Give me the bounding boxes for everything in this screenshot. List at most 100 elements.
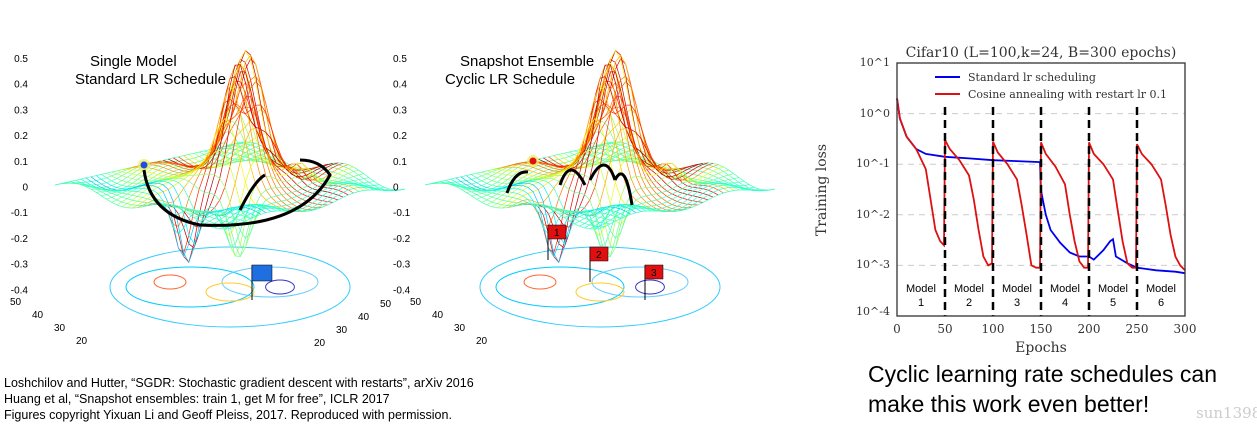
z-tick-label: 0 — [393, 183, 399, 194]
model-number: 4 — [1062, 297, 1068, 309]
x-tick-label: 250 — [1126, 322, 1149, 336]
model-label: Model — [1146, 283, 1176, 295]
surface-mesh-line — [424, 182, 601, 230]
surface-mesh-line — [132, 64, 308, 213]
citation-copyright: Figures copyright Yixuan Li and Geoff Pl… — [4, 408, 452, 422]
x-tick-label: 40 — [32, 310, 44, 321]
model-number: 3 — [1014, 297, 1020, 309]
x-tick-label: 40 — [432, 310, 444, 321]
z-tick-label: 0.5 — [14, 54, 28, 65]
snapshot-flag — [547, 224, 567, 240]
surface-mesh-line — [533, 71, 709, 228]
z-tick-label: 0.5 — [393, 54, 407, 65]
y-tick-label: 10^0 — [859, 107, 890, 120]
caption-line-1: Cyclic learning rate schedules can — [868, 361, 1218, 387]
x-tick-label: 50 — [937, 322, 952, 336]
model-number: 5 — [1110, 297, 1116, 309]
surface-mesh-line — [65, 182, 241, 225]
z-tick-label: -0.3 — [393, 260, 411, 271]
model-number: 2 — [966, 297, 972, 309]
surface-mesh-line — [219, 184, 395, 230]
surface-mesh-line — [60, 182, 236, 227]
surface-mesh-line — [599, 188, 776, 229]
optimization-trajectory — [558, 168, 587, 186]
surface-mesh-line — [465, 175, 642, 244]
x-tick-label: 200 — [1078, 322, 1101, 336]
surface-mesh-line — [430, 182, 606, 227]
plot-frame — [896, 62, 1186, 317]
surface-mesh-line — [584, 183, 760, 229]
flag-label: 1 — [554, 228, 560, 239]
series-line-standard — [896, 98, 1186, 275]
snapshot-flag — [251, 264, 273, 282]
contour-line — [205, 282, 255, 302]
snapshot-flag — [644, 264, 664, 280]
z-tick-label: -0.4 — [11, 285, 29, 296]
x-tick-label: 150 — [1030, 322, 1053, 336]
surface-mesh-line — [224, 186, 400, 230]
surface-mesh-line — [502, 64, 678, 213]
z-tick-label: -0.1 — [11, 208, 29, 219]
z-tick-label: -0.1 — [393, 208, 411, 219]
surface-mesh-line — [137, 63, 313, 212]
x-tick-label: 100 — [982, 322, 1005, 336]
flag-label: 2 — [596, 250, 602, 261]
z-tick-label: 0.4 — [393, 80, 407, 91]
chart-title: Cifar10 (L=100,k=24, B=300 epochs) — [906, 45, 1177, 61]
surface-mesh-line — [440, 181, 616, 222]
citation-sgdr: Loshchilov and Hutter, “SGDR: Stochastic… — [4, 376, 474, 390]
surface-mesh-line — [594, 186, 770, 230]
optimization-trajectory — [505, 170, 529, 194]
model-label: Model — [906, 283, 936, 295]
x-tick-label: 50 — [10, 297, 22, 308]
z-tick-label: -0.3 — [11, 260, 29, 271]
contour-line — [125, 266, 255, 308]
y-tick-label: 10^-2 — [856, 208, 890, 221]
surface-mesh-line — [54, 182, 231, 230]
optimization-trajectory — [142, 158, 332, 227]
training-loss-chart: Cifar10 (L=100,k=24, B=300 epochs) 0 50 100… — [814, 45, 1197, 356]
z-tick-label: -0.2 — [11, 234, 29, 245]
y-tick-label: 10^-1 — [856, 157, 890, 170]
surface-mesh-line — [538, 96, 714, 216]
surface-mesh-line — [142, 81, 318, 210]
model-label: Model — [954, 283, 984, 295]
optimization-trajectory — [588, 163, 617, 181]
contour-line — [153, 274, 187, 290]
panel-title-line1: Snapshot Ensemble — [460, 53, 594, 70]
z-tick-label: 0 — [22, 183, 28, 194]
model-label: Model — [1002, 283, 1032, 295]
panel-title-line2: Cyclic LR Schedule — [445, 71, 575, 88]
x-tick-label: 300 — [1174, 322, 1197, 336]
x-tick-label: 30 — [454, 323, 466, 334]
surface-mesh-line — [188, 173, 364, 258]
panel-title-line1: Single Model — [90, 53, 177, 70]
z-tick-label: 0.2 — [14, 131, 28, 142]
start-marker — [529, 157, 537, 165]
z-tick-label: -0.4 — [393, 285, 411, 296]
contour-line — [495, 266, 625, 308]
z-tick-label: 0.3 — [393, 105, 407, 116]
contour-line — [575, 282, 625, 302]
x-tick-label: 20 — [476, 336, 488, 347]
x-tick-label: 20 — [76, 336, 88, 347]
watermark: sun1398 — [1196, 404, 1257, 422]
z-tick-label: 0.1 — [393, 157, 407, 168]
contour-line — [635, 279, 665, 295]
z-tick-label: 0.2 — [393, 131, 407, 142]
surface-mesh-line — [512, 81, 688, 210]
z-tick-label: 0.3 — [14, 105, 28, 116]
z-tick-label: 0.1 — [14, 157, 28, 168]
contour-line — [523, 274, 557, 290]
contour-line — [265, 279, 295, 295]
y-tick-label: 20 — [314, 338, 326, 349]
surface-mesh-line — [558, 173, 734, 258]
surface-mesh-line — [481, 171, 657, 249]
x-tick-label: 0 — [893, 322, 901, 336]
surface-mesh-line — [157, 64, 333, 249]
panel-title-line2: Standard LR Schedule — [75, 71, 226, 88]
legend-label: Cosine annealing with restart lr 0.1 — [968, 88, 1167, 101]
snapshot-flag — [589, 246, 609, 262]
y-tick-label: 10^1 — [859, 56, 890, 69]
x-tick-label: 50 — [410, 297, 422, 308]
